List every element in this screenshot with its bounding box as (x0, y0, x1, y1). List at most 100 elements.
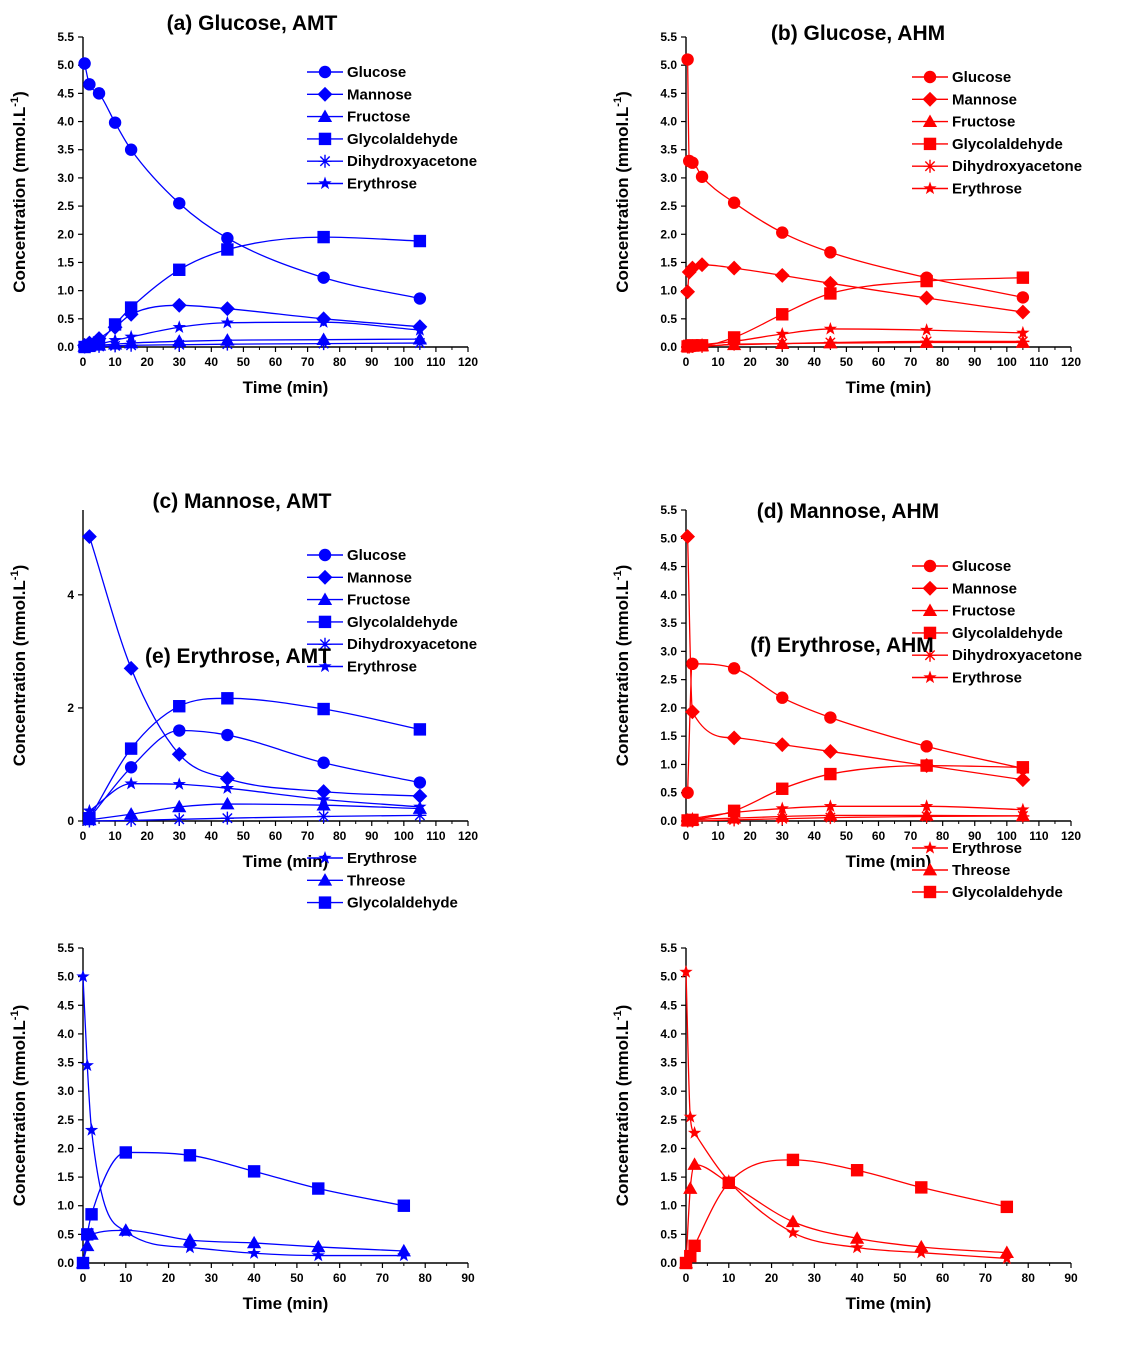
x-tick-label: 30 (205, 1271, 219, 1285)
x-tick-label: 60 (269, 829, 283, 843)
y-tick-label: 1.5 (57, 1170, 74, 1184)
data-point (685, 811, 700, 825)
data-point (685, 338, 700, 352)
x-tick-label: 0 (80, 355, 87, 369)
data-point (684, 260, 700, 276)
legend-entry: Glycolaldehyde (307, 614, 458, 631)
legend-marker (922, 91, 938, 107)
legend-marker (317, 569, 333, 585)
x-tick-label: 120 (1061, 829, 1081, 843)
series-glucose (83, 724, 427, 825)
data-point (687, 1125, 702, 1139)
data-point (776, 691, 789, 704)
legend-label: Dihydroxyacetone (952, 647, 1082, 664)
legend-entry: Dihydroxyacetone (912, 647, 1082, 664)
x-tick-label: 100 (394, 829, 414, 843)
data-point (727, 337, 741, 351)
legend-entry: Glucose (912, 558, 1011, 575)
x-tick-label: 90 (365, 829, 379, 843)
y-tick-label: 0 (67, 814, 74, 828)
data-point (220, 796, 235, 810)
y-tick-label: 3.0 (660, 644, 677, 658)
legend-entry: Glucose (912, 69, 1011, 86)
data-point (727, 662, 741, 675)
series-erythrose (82, 776, 427, 817)
legend-entry: Fructose (912, 114, 1015, 131)
data-point (413, 799, 427, 813)
chart-title: (f) Erythrose, AHM (750, 634, 934, 657)
y-tick-label: 1.5 (660, 1170, 677, 1184)
data-point (311, 1248, 325, 1262)
x-tick-label: 70 (904, 829, 918, 843)
data-point (247, 1165, 261, 1178)
legend-marker (318, 896, 332, 909)
data-point (183, 1240, 197, 1254)
data-point (727, 813, 741, 827)
y-tick-label: 3.5 (57, 143, 74, 157)
y-tick-label: 2.5 (660, 1113, 677, 1127)
y-tick-label: 3.0 (660, 1084, 677, 1098)
legend-marker (317, 86, 333, 102)
data-point (688, 1239, 701, 1253)
chart-title: (e) Erythrose, AMT (145, 645, 331, 668)
x-tick-label: 0 (683, 1271, 690, 1285)
y-tick-label: 5.0 (660, 531, 677, 545)
x-tick-label: 20 (140, 829, 154, 843)
y-tick-label: 0.5 (57, 1227, 74, 1241)
data-point (82, 338, 97, 352)
legend-entry: Glucose (307, 547, 406, 564)
legend-entry: Fructose (912, 603, 1015, 620)
series-glucose (78, 57, 427, 305)
x-tick-label: 90 (461, 1271, 475, 1285)
x-tick-label: 0 (683, 829, 690, 843)
x-tick-label: 40 (808, 355, 822, 369)
data-point (686, 156, 699, 169)
legend-entry: Erythrose (307, 659, 417, 676)
x-tick-label: 80 (936, 829, 950, 843)
data-point (1016, 334, 1030, 348)
series-threose (75, 1223, 411, 1269)
y-tick-label: 5.5 (660, 503, 677, 517)
data-point (680, 812, 695, 826)
x-tick-label: 50 (840, 829, 854, 843)
y-tick-label: 4 (67, 588, 74, 602)
data-point (317, 271, 330, 284)
data-point (823, 811, 837, 825)
data-point (822, 275, 838, 291)
x-tick-label: 110 (426, 355, 446, 369)
legend-entry: Mannose (307, 86, 412, 103)
chart-title: (d) Mannose, AHM (757, 500, 939, 523)
x-tick-label: 120 (458, 355, 478, 369)
x-tick-label: 20 (162, 1271, 176, 1285)
series-line (685, 972, 1007, 1260)
data-point (694, 257, 710, 273)
series-erythrose (679, 965, 1014, 1265)
data-point (823, 335, 837, 349)
data-point (172, 777, 186, 790)
legend-marker (923, 670, 937, 684)
legend-label: Fructose (952, 603, 1015, 620)
data-point (220, 811, 234, 825)
legend-label: Dihydroxyacetone (952, 158, 1082, 175)
data-point (312, 1182, 325, 1195)
x-tick-label: 50 (237, 829, 251, 843)
data-point (920, 740, 933, 753)
data-point (684, 704, 700, 720)
series-mannose (81, 529, 428, 804)
series-erythrose (680, 321, 1030, 353)
series-line (88, 729, 421, 819)
data-point (683, 1109, 697, 1123)
data-point (118, 1223, 133, 1236)
data-point (919, 323, 934, 336)
legend-marker (318, 615, 332, 629)
legend-marker (923, 159, 937, 173)
legend-entry: Erythrose (307, 850, 417, 867)
legend-label: Dihydroxyacetone (347, 153, 477, 170)
x-tick-label: 90 (968, 355, 982, 369)
series-erythrose (680, 799, 1030, 826)
data-point (850, 1164, 864, 1177)
data-point (317, 702, 330, 716)
data-point (915, 1181, 928, 1194)
series-line (83, 63, 421, 300)
x-tick-label: 10 (711, 829, 725, 843)
